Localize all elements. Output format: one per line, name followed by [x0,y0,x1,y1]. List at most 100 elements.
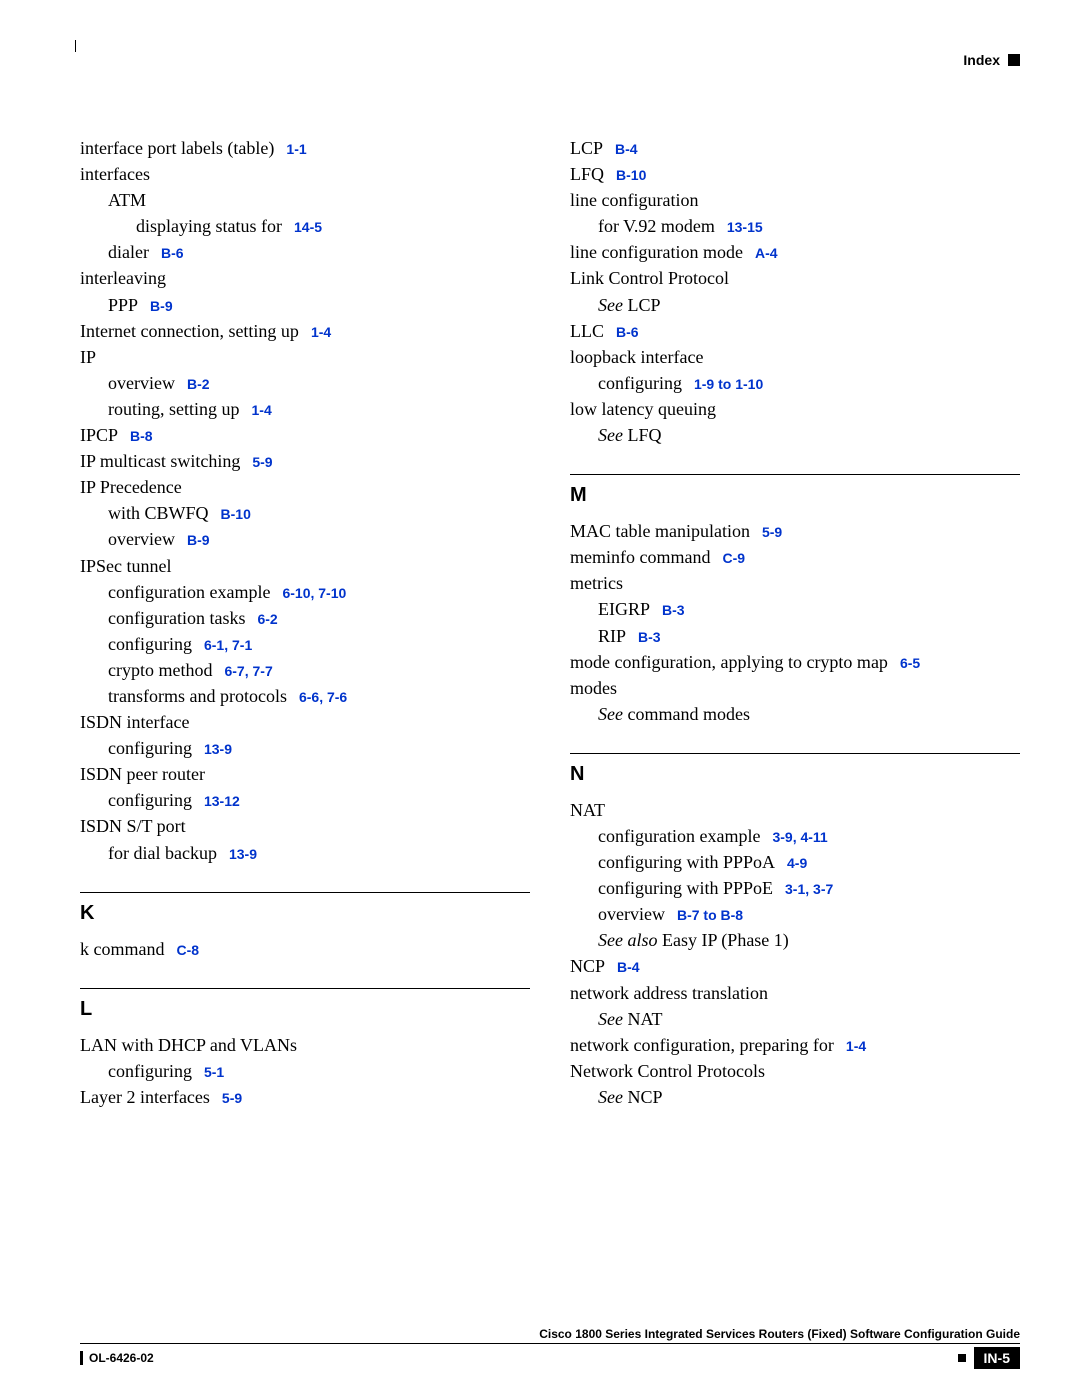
page-ref-link[interactable]: 6-5 [888,655,920,671]
index-entry: configuring13-9 [80,735,530,761]
entry-text: line configuration mode [570,242,743,262]
page-header: Index [963,52,1020,68]
index-entry: See LFQ [570,422,1020,448]
index-entry: displaying status for14-5 [80,213,530,239]
entry-text: modes [570,678,617,698]
entry-text: configuration example [598,826,760,846]
page-ref-link[interactable]: 6-10, 7-10 [270,585,346,601]
page-ref-link[interactable]: 1-4 [240,402,272,418]
page-ref-link[interactable]: 1-4 [299,324,331,340]
page-ref-link[interactable]: 13-15 [715,219,763,235]
page-ref-link[interactable]: 5-9 [210,1090,242,1106]
index-entry: metrics [570,570,1020,596]
index-entry: IPCPB-8 [80,422,530,448]
index-entry: IP multicast switching5-9 [80,448,530,474]
entry-text: IP multicast switching [80,451,240,471]
index-entry: IPSec tunnel [80,553,530,579]
page-ref-link[interactable]: B-9 [175,532,210,548]
entry-text: interfaces [80,164,150,184]
page-ref-link[interactable]: B-9 [138,298,173,314]
page-ref-link[interactable]: 6-6, 7-6 [287,689,347,705]
page-ref-link[interactable]: 1-1 [274,141,306,157]
entry-prefix: See [598,1087,627,1107]
page-ref-link[interactable]: B-8 [118,428,153,444]
entry-text: configuration tasks [108,608,245,628]
page-ref-link[interactable]: B-4 [605,959,640,975]
page-ref-link[interactable]: C-8 [164,942,199,958]
entry-text: loopback interface [570,347,703,367]
entry-text: LLC [570,321,604,341]
page-ref-link[interactable]: 13-12 [192,793,240,809]
entry-prefix: See [598,704,627,724]
entry-text: for dial backup [108,843,217,863]
page-ref-link[interactable]: 6-2 [245,611,277,627]
index-entry: See command modes [570,701,1020,727]
footer-doc: OL-6426-02 [89,1351,154,1365]
index-entry: routing, setting up1-4 [80,396,530,422]
entry-text: NAT [627,1009,662,1029]
page-ref-link[interactable]: B-10 [209,506,251,522]
index-entry: NCPB-4 [570,953,1020,979]
index-entry: ATM [80,187,530,213]
index-entry: See NAT [570,1006,1020,1032]
page-ref-link[interactable]: A-4 [743,245,778,261]
page-ref-link[interactable]: B-3 [626,629,661,645]
page-ref-link[interactable]: B-10 [604,167,646,183]
index-entry: overviewB-7 to B-8 [570,901,1020,927]
page-ref-link[interactable]: 3-9, 4-11 [760,829,827,845]
page-ref-link[interactable]: 5-9 [750,524,782,540]
entry-text: k command [80,939,164,959]
page-ref-link[interactable]: 1-9 to 1-10 [682,376,763,392]
index-entry: low latency queuing [570,396,1020,422]
page-ref-link[interactable]: 4-9 [775,855,807,871]
entry-text: ISDN peer router [80,764,205,784]
page-ref-link[interactable]: B-2 [175,376,210,392]
index-entry: IP [80,344,530,370]
index-entry: ISDN interface [80,709,530,735]
entry-text: LAN with DHCP and VLANs [80,1035,297,1055]
index-entry: configuration example6-10, 7-10 [80,579,530,605]
entry-text: network configuration, preparing for [570,1035,834,1055]
entry-text: ISDN S/T port [80,816,186,836]
entry-text: Easy IP (Phase 1) [662,930,789,950]
entry-text: NCP [627,1087,662,1107]
index-entry: configuration example3-9, 4-11 [570,823,1020,849]
entry-text: Link Control Protocol [570,268,729,288]
entry-text: configuring with PPPoE [598,878,773,898]
footer-guide: Cisco 1800 Series Integrated Services Ro… [80,1327,1020,1341]
page-ref-link[interactable]: 1-4 [834,1038,866,1054]
page-ref-link[interactable]: 5-1 [192,1064,224,1080]
entry-text: configuring [108,738,192,758]
page-ref-link[interactable]: 6-1, 7-1 [192,637,252,653]
index-entry: LAN with DHCP and VLANs [80,1032,530,1058]
page-ref-link[interactable]: 5-9 [240,454,272,470]
index-entry: network address translation [570,980,1020,1006]
index-entry: Layer 2 interfaces5-9 [80,1084,530,1110]
entry-text: LCP [627,295,660,315]
entry-prefix: See [598,425,627,445]
page-ref-link[interactable]: 14-5 [282,219,322,235]
entry-text: metrics [570,573,623,593]
entry-text: MAC table manipulation [570,521,750,541]
page-ref-link[interactable]: B-7 to B-8 [665,907,743,923]
page-ref-link[interactable]: 13-9 [217,846,257,862]
page-ref-link[interactable]: B-6 [149,245,184,261]
entry-text: IPCP [80,425,118,445]
index-entry: RIPB-3 [570,623,1020,649]
index-entry: See LCP [570,292,1020,318]
header-square-icon [1008,54,1020,66]
entry-text: NCP [570,956,605,976]
index-entry: LCPB-4 [570,135,1020,161]
entry-text: low latency queuing [570,399,716,419]
page-ref-link[interactable]: B-6 [604,324,639,340]
index-entry: mode configuration, applying to crypto m… [570,649,1020,675]
entry-text: line configuration [570,190,698,210]
page-ref-link[interactable]: 3-1, 3-7 [773,881,833,897]
page-ref-link[interactable]: 13-9 [192,741,232,757]
page-ref-link[interactable]: B-3 [650,602,685,618]
index-entry: See also Easy IP (Phase 1) [570,927,1020,953]
page-ref-link[interactable]: 6-7, 7-7 [212,663,272,679]
page-ref-link[interactable]: B-4 [603,141,638,157]
page-ref-link[interactable]: C-9 [710,550,745,566]
entry-text: EIGRP [598,599,650,619]
